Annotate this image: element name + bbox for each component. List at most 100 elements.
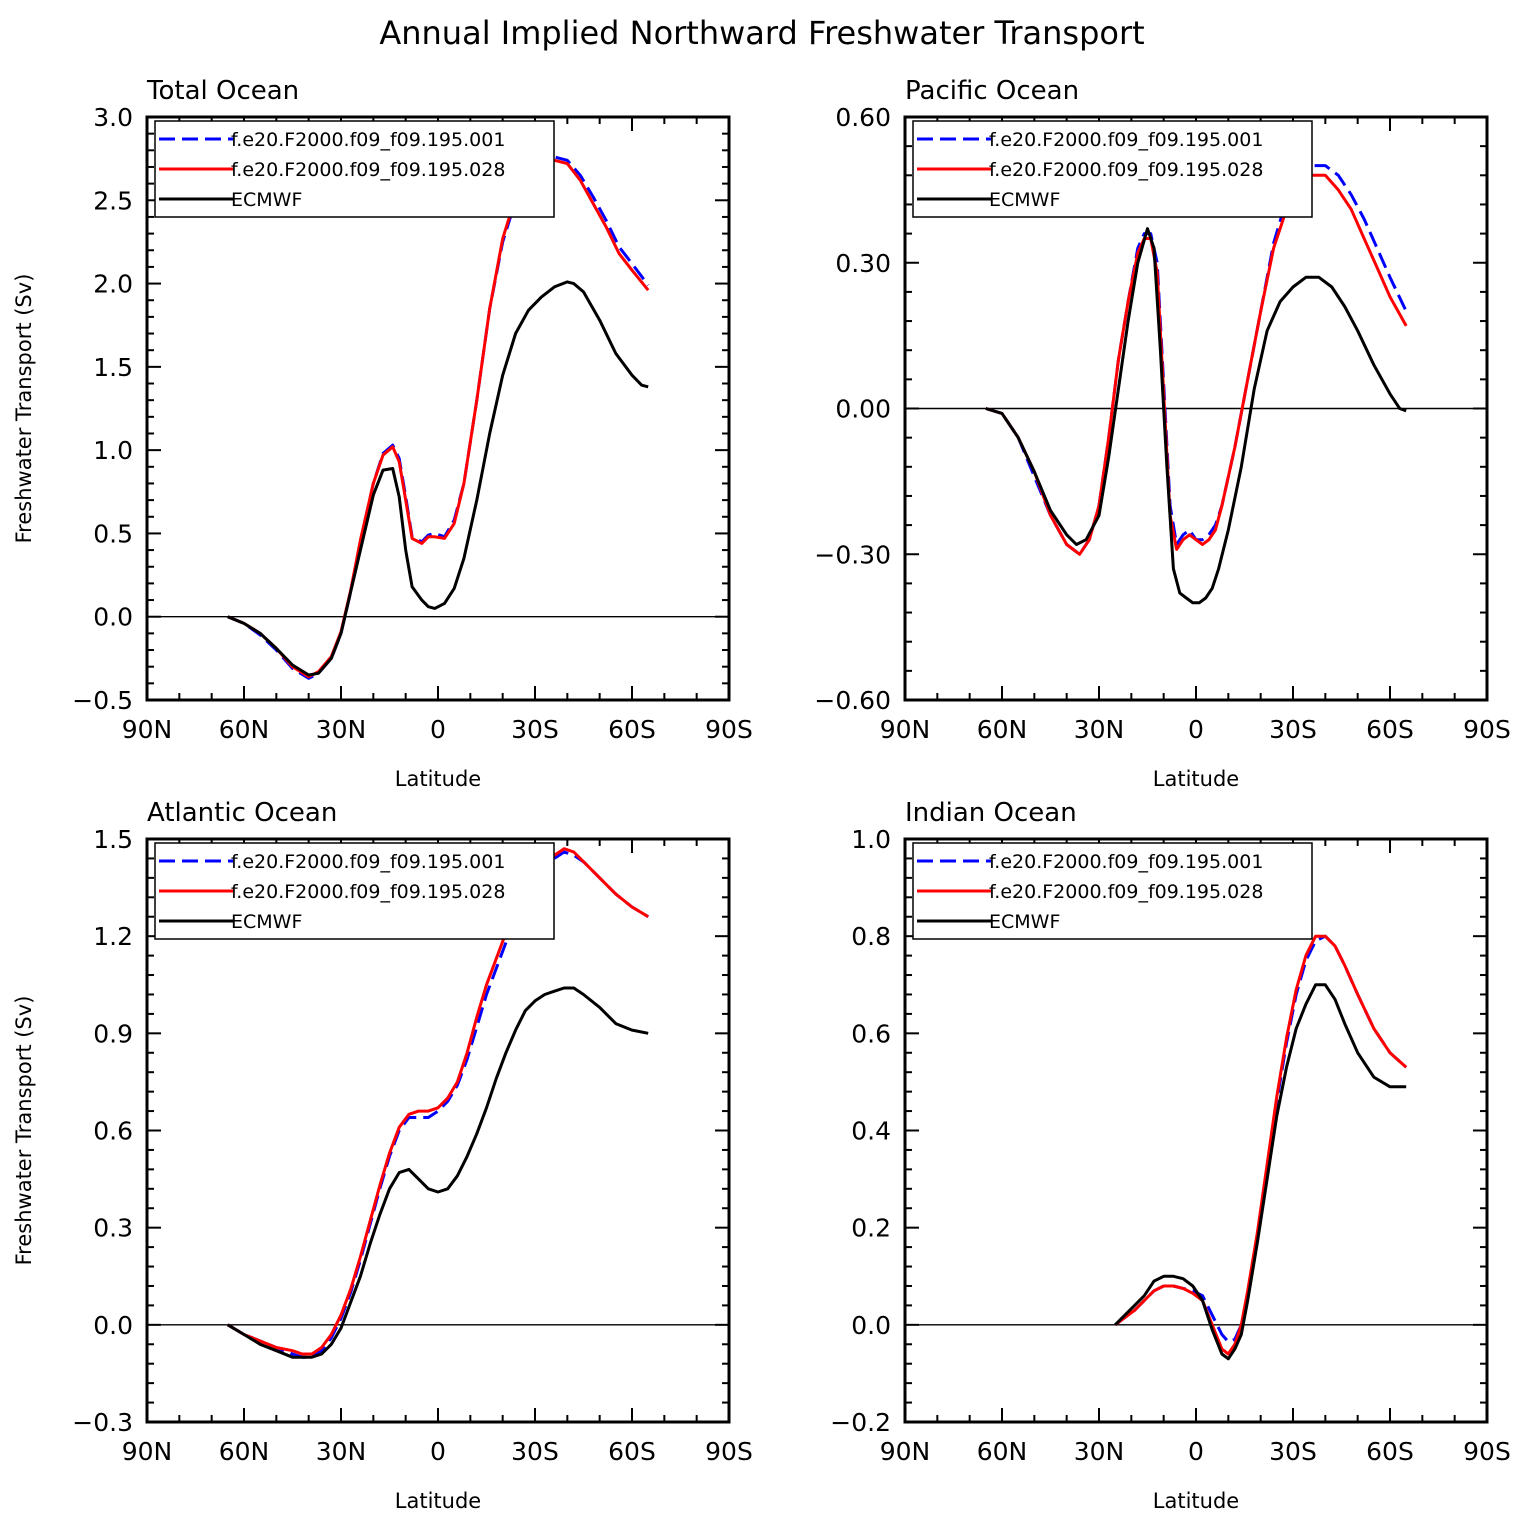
legend-label: f.e20.F2000.f09_f09.195.028 bbox=[989, 159, 1263, 181]
series-line-028 bbox=[985, 173, 1408, 556]
x-axis-label: Latitude bbox=[1153, 1489, 1239, 1513]
legend-label: ECMWF bbox=[989, 189, 1060, 211]
x-tick-label: 60S bbox=[608, 1437, 656, 1466]
legend-label: ECMWF bbox=[231, 189, 302, 211]
x-tick-label: 90S bbox=[705, 715, 753, 744]
series-line-ecmwf bbox=[1114, 983, 1407, 1361]
y-tick-label: 1.2 bbox=[93, 922, 133, 951]
x-tick-label: 30S bbox=[1269, 715, 1317, 744]
x-tick-label: 30S bbox=[1269, 1437, 1317, 1466]
series-line-ecmwf bbox=[227, 280, 649, 677]
y-tick-label: 2.0 bbox=[93, 270, 133, 299]
series-line-ecmwf bbox=[985, 227, 1407, 605]
x-axis-label: Latitude bbox=[395, 767, 481, 791]
x-tick-label: 0 bbox=[430, 1437, 446, 1466]
y-tick-label: 1.5 bbox=[93, 353, 133, 382]
legend-label: f.e20.F2000.f09_f09.195.001 bbox=[989, 851, 1263, 873]
y-tick-label: −0.3 bbox=[72, 1408, 133, 1437]
x-tick-label: 60S bbox=[1366, 1437, 1414, 1466]
y-tick-label: 0.4 bbox=[851, 1117, 891, 1146]
panel-pacific-ocean: Pacific Ocean 90N 60N 30N 0 30S 60S 90S −0.60 −0.… bbox=[814, 76, 1510, 791]
x-tick-label: 30N bbox=[316, 715, 367, 744]
panel-atlantic-ocean: Atlantic Ocean 90N 60N 30N 0 30S 60S 90S −0.3 0.0… bbox=[12, 798, 753, 1513]
y-tick-label: −0.5 bbox=[72, 686, 133, 715]
figure-title: Annual Implied Northward Freshwater Tran… bbox=[379, 14, 1144, 52]
x-tick-label: 0 bbox=[1188, 715, 1204, 744]
legend-label: f.e20.F2000.f09_f09.195.001 bbox=[231, 129, 505, 151]
y-tick-label: 0.6 bbox=[93, 1117, 133, 1146]
legend-label: f.e20.F2000.f09_f09.195.001 bbox=[231, 851, 505, 873]
y-tick-label: 0.5 bbox=[93, 519, 133, 548]
x-tick-label: 60N bbox=[977, 1437, 1028, 1466]
legend: f.e20.F2000.f09_f09.195.001 f.e20.F2000.f… bbox=[912, 120, 1313, 218]
y-axis-label: Freshwater Transport (Sv) bbox=[12, 274, 36, 544]
series-line-ecmwf bbox=[227, 986, 649, 1359]
series-line-001 bbox=[985, 164, 1408, 556]
x-tick-label: 30S bbox=[511, 1437, 559, 1466]
plot-frame bbox=[145, 837, 731, 1424]
y-tick-label: −0.2 bbox=[830, 1408, 891, 1437]
x-tick-label: 0 bbox=[1188, 1437, 1204, 1466]
x-tick-label: 90N bbox=[880, 715, 931, 744]
legend: f.e20.F2000.f09_f09.195.001 f.e20.F2000.f… bbox=[154, 120, 555, 218]
x-axis-label: Latitude bbox=[1153, 767, 1239, 791]
y-tick-label: 0.00 bbox=[835, 395, 891, 424]
x-tick-label: 0 bbox=[430, 715, 446, 744]
plot-frame bbox=[145, 115, 731, 702]
y-axis-label: Freshwater Transport (Sv) bbox=[12, 996, 36, 1266]
x-tick-label: 30S bbox=[511, 715, 559, 744]
y-tick-label: 1.0 bbox=[93, 436, 133, 465]
legend-label: f.e20.F2000.f09_f09.195.028 bbox=[989, 881, 1263, 903]
panel-title: Indian Ocean bbox=[905, 798, 1077, 828]
x-axis-label: Latitude bbox=[395, 1489, 481, 1513]
x-tick-label: 60N bbox=[977, 715, 1028, 744]
y-tick-label: 0.9 bbox=[93, 1019, 133, 1048]
y-tick-label: 0.3 bbox=[93, 1214, 133, 1243]
plot-frame bbox=[903, 115, 1489, 702]
x-tick-label: 30N bbox=[316, 1437, 367, 1466]
y-tick-label: 0.0 bbox=[851, 1311, 891, 1340]
y-tick-label: 1.5 bbox=[93, 825, 133, 854]
panel-title: Pacific Ocean bbox=[905, 76, 1079, 106]
x-tick-label: 90N bbox=[880, 1437, 931, 1466]
x-tick-label: 60N bbox=[219, 1437, 270, 1466]
x-tick-label: 90S bbox=[1463, 1437, 1511, 1466]
plot-frame bbox=[903, 837, 1489, 1424]
x-tick-label: 90N bbox=[122, 715, 173, 744]
legend: f.e20.F2000.f09_f09.195.001 f.e20.F2000.f… bbox=[912, 842, 1313, 940]
series-line-001 bbox=[1114, 934, 1408, 1344]
series-line-028 bbox=[1114, 934, 1408, 1356]
y-tick-label: −0.60 bbox=[814, 686, 891, 715]
panel-indian-ocean: Indian Ocean 90N 60N 30N 0 30S 60S 90S −0.2 0.0 0.… bbox=[830, 798, 1511, 1513]
panel-title: Atlantic Ocean bbox=[147, 798, 337, 828]
legend-label: f.e20.F2000.f09_f09.195.001 bbox=[989, 129, 1263, 151]
x-tick-label: 60S bbox=[608, 715, 656, 744]
series-line-028 bbox=[227, 158, 650, 679]
x-tick-label: 90N bbox=[122, 1437, 173, 1466]
y-tick-label: 0.8 bbox=[851, 922, 891, 951]
x-tick-label: 90S bbox=[705, 1437, 753, 1466]
series-line-028 bbox=[227, 847, 649, 1356]
x-tick-label: 30N bbox=[1074, 715, 1125, 744]
legend-label: f.e20.F2000.f09_f09.195.028 bbox=[231, 159, 505, 181]
x-tick-label: 60S bbox=[1366, 715, 1414, 744]
series-line-001 bbox=[227, 155, 650, 680]
legend-label: f.e20.F2000.f09_f09.195.028 bbox=[231, 881, 505, 903]
y-tick-label: 0.30 bbox=[835, 249, 891, 278]
legend-label: ECMWF bbox=[231, 911, 302, 933]
y-tick-label: 3.0 bbox=[93, 103, 133, 132]
y-tick-label: 1.0 bbox=[851, 825, 891, 854]
y-tick-label: −0.30 bbox=[814, 540, 891, 569]
x-tick-label: 30N bbox=[1074, 1437, 1125, 1466]
panel-total-ocean: Total Ocean 90N 60N 30N 0 30S 60S 90S −0.5 0.0 0.5… bbox=[12, 76, 753, 791]
y-tick-label: 0.60 bbox=[835, 103, 891, 132]
x-tick-label: 90S bbox=[1463, 715, 1511, 744]
y-tick-label: 0.0 bbox=[93, 1311, 133, 1340]
y-tick-label: 0.0 bbox=[93, 603, 133, 632]
legend-label: ECMWF bbox=[989, 911, 1060, 933]
y-tick-label: 0.2 bbox=[851, 1214, 891, 1243]
panels: Total Ocean 90N 60N 30N 0 30S 60S 90S −0.5 0.0 0.5… bbox=[12, 76, 1511, 1513]
panel-title: Total Ocean bbox=[146, 76, 299, 106]
x-tick-label: 60N bbox=[219, 715, 270, 744]
